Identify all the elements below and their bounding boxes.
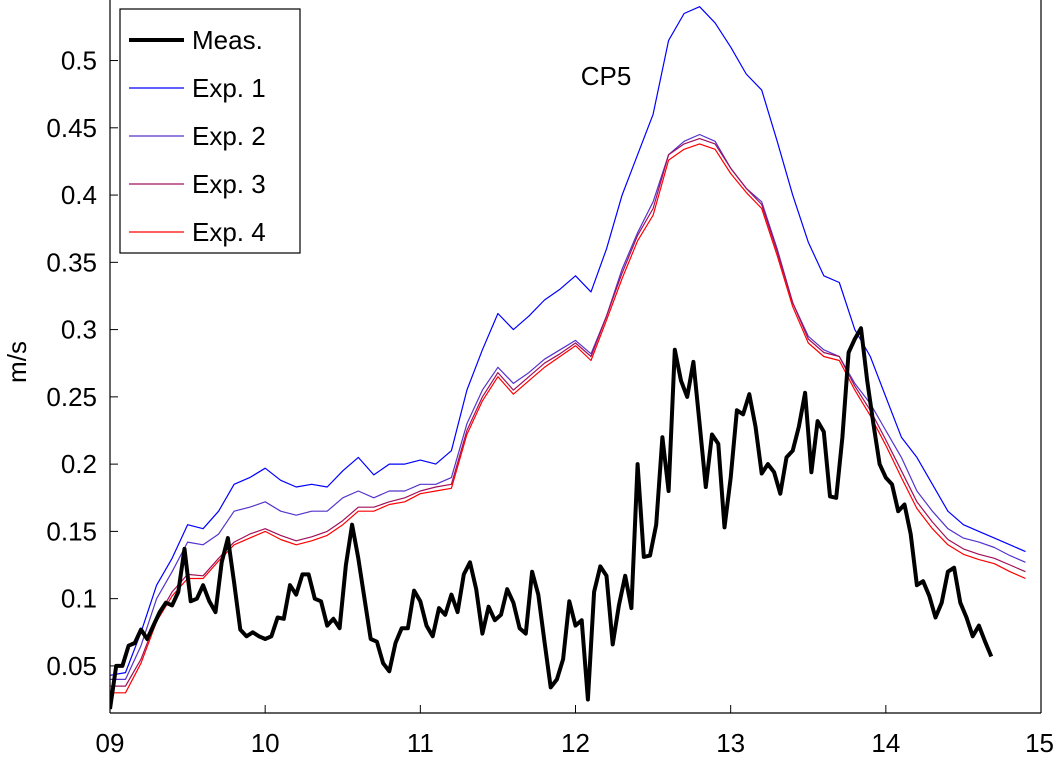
axes-layer: 09 10 11 12 13 14 15 0.05 0.1 0.15 0.2 0.25 0.3 0.35 0…	[46, 0, 1054, 758]
series-layer	[110, 6, 1026, 710]
y-tick-label: 0.5	[61, 46, 97, 76]
y-tick-label: 0.45	[46, 113, 97, 143]
y-tick-label: 0.4	[61, 180, 97, 210]
x-tick-label: 14	[871, 728, 900, 758]
x-tick-label: 09	[96, 728, 125, 758]
y-tick-label: 0.3	[61, 315, 97, 345]
y-axis-label: m/s	[2, 341, 32, 383]
x-tick-label: 15	[1025, 728, 1054, 758]
y-tick-label: 0.35	[46, 247, 97, 277]
legend-label: Exp. 1	[192, 73, 266, 103]
chart-annotation: CP5	[581, 61, 632, 91]
legend-label: Exp. 2	[192, 121, 266, 151]
x-tick-label: 10	[251, 728, 280, 758]
legend: Meas. Exp. 1 Exp. 2 Exp. 3 Exp. 4	[119, 8, 301, 254]
y-tick-label: 0.15	[46, 516, 97, 546]
legend-label: Meas.	[192, 25, 263, 55]
series-line-exp-1	[110, 6, 1026, 676]
y-tick-label: 0.05	[46, 651, 97, 681]
y-tick-label: 0.1	[61, 584, 97, 614]
legend-box	[119, 8, 301, 254]
x-tick-label: 12	[561, 728, 590, 758]
y-tick-label: 0.2	[61, 449, 97, 479]
legend-label: Exp. 4	[192, 217, 266, 247]
x-tick-label: 11	[407, 728, 434, 758]
legend-label: Exp. 3	[192, 169, 266, 199]
x-tick-label: 13	[716, 728, 745, 758]
y-tick-label: 0.25	[46, 382, 97, 412]
series-line-meas	[110, 326, 994, 710]
